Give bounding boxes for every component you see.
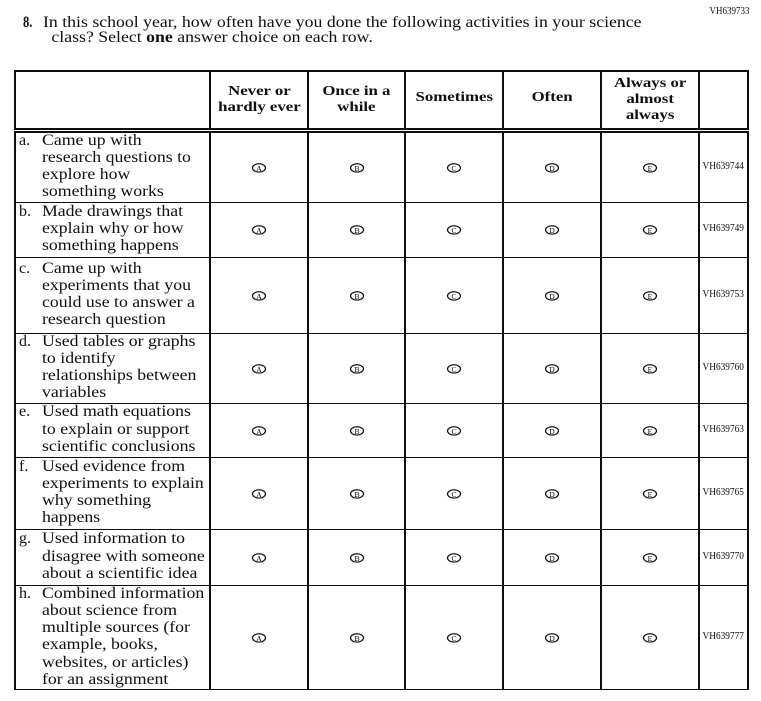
svg-text:D: D	[549, 426, 555, 435]
svg-text:D: D	[549, 163, 555, 172]
svg-text:E: E	[648, 291, 653, 300]
svg-text:D: D	[549, 364, 555, 373]
svg-text:A: A	[256, 226, 262, 235]
svg-text:C: C	[451, 634, 456, 643]
svg-text:D: D	[549, 553, 555, 562]
svg-text:D: D	[549, 489, 555, 498]
svg-text:C: C	[451, 163, 456, 172]
svg-text:B: B	[354, 226, 359, 235]
svg-text:B: B	[354, 634, 359, 643]
svg-text:A: A	[256, 426, 262, 435]
svg-text:B: B	[354, 426, 359, 435]
svg-text:C: C	[451, 226, 456, 235]
svg-text:B: B	[354, 364, 359, 373]
svg-text:B: B	[354, 553, 359, 562]
svg-text:E: E	[648, 426, 653, 435]
svg-text:C: C	[451, 553, 456, 562]
svg-text:B: B	[354, 489, 359, 498]
svg-text:B: B	[354, 163, 359, 172]
svg-text:C: C	[451, 364, 456, 373]
svg-text:A: A	[256, 364, 262, 373]
svg-text:E: E	[648, 553, 653, 562]
svg-text:D: D	[549, 226, 555, 235]
svg-text:A: A	[256, 163, 262, 172]
svg-text:E: E	[648, 364, 653, 373]
svg-text:A: A	[256, 291, 262, 300]
svg-text:D: D	[549, 291, 555, 300]
svg-text:A: A	[256, 489, 262, 498]
svg-text:A: A	[256, 553, 262, 562]
svg-text:C: C	[451, 426, 456, 435]
svg-text:C: C	[451, 489, 456, 498]
svg-text:E: E	[648, 634, 653, 643]
svg-text:C: C	[451, 291, 456, 300]
svg-text:A: A	[256, 634, 262, 643]
svg-text:D: D	[549, 634, 555, 643]
svg-text:E: E	[648, 163, 653, 172]
svg-text:E: E	[648, 489, 653, 498]
svg-text:E: E	[648, 226, 653, 235]
svg-text:B: B	[354, 291, 359, 300]
